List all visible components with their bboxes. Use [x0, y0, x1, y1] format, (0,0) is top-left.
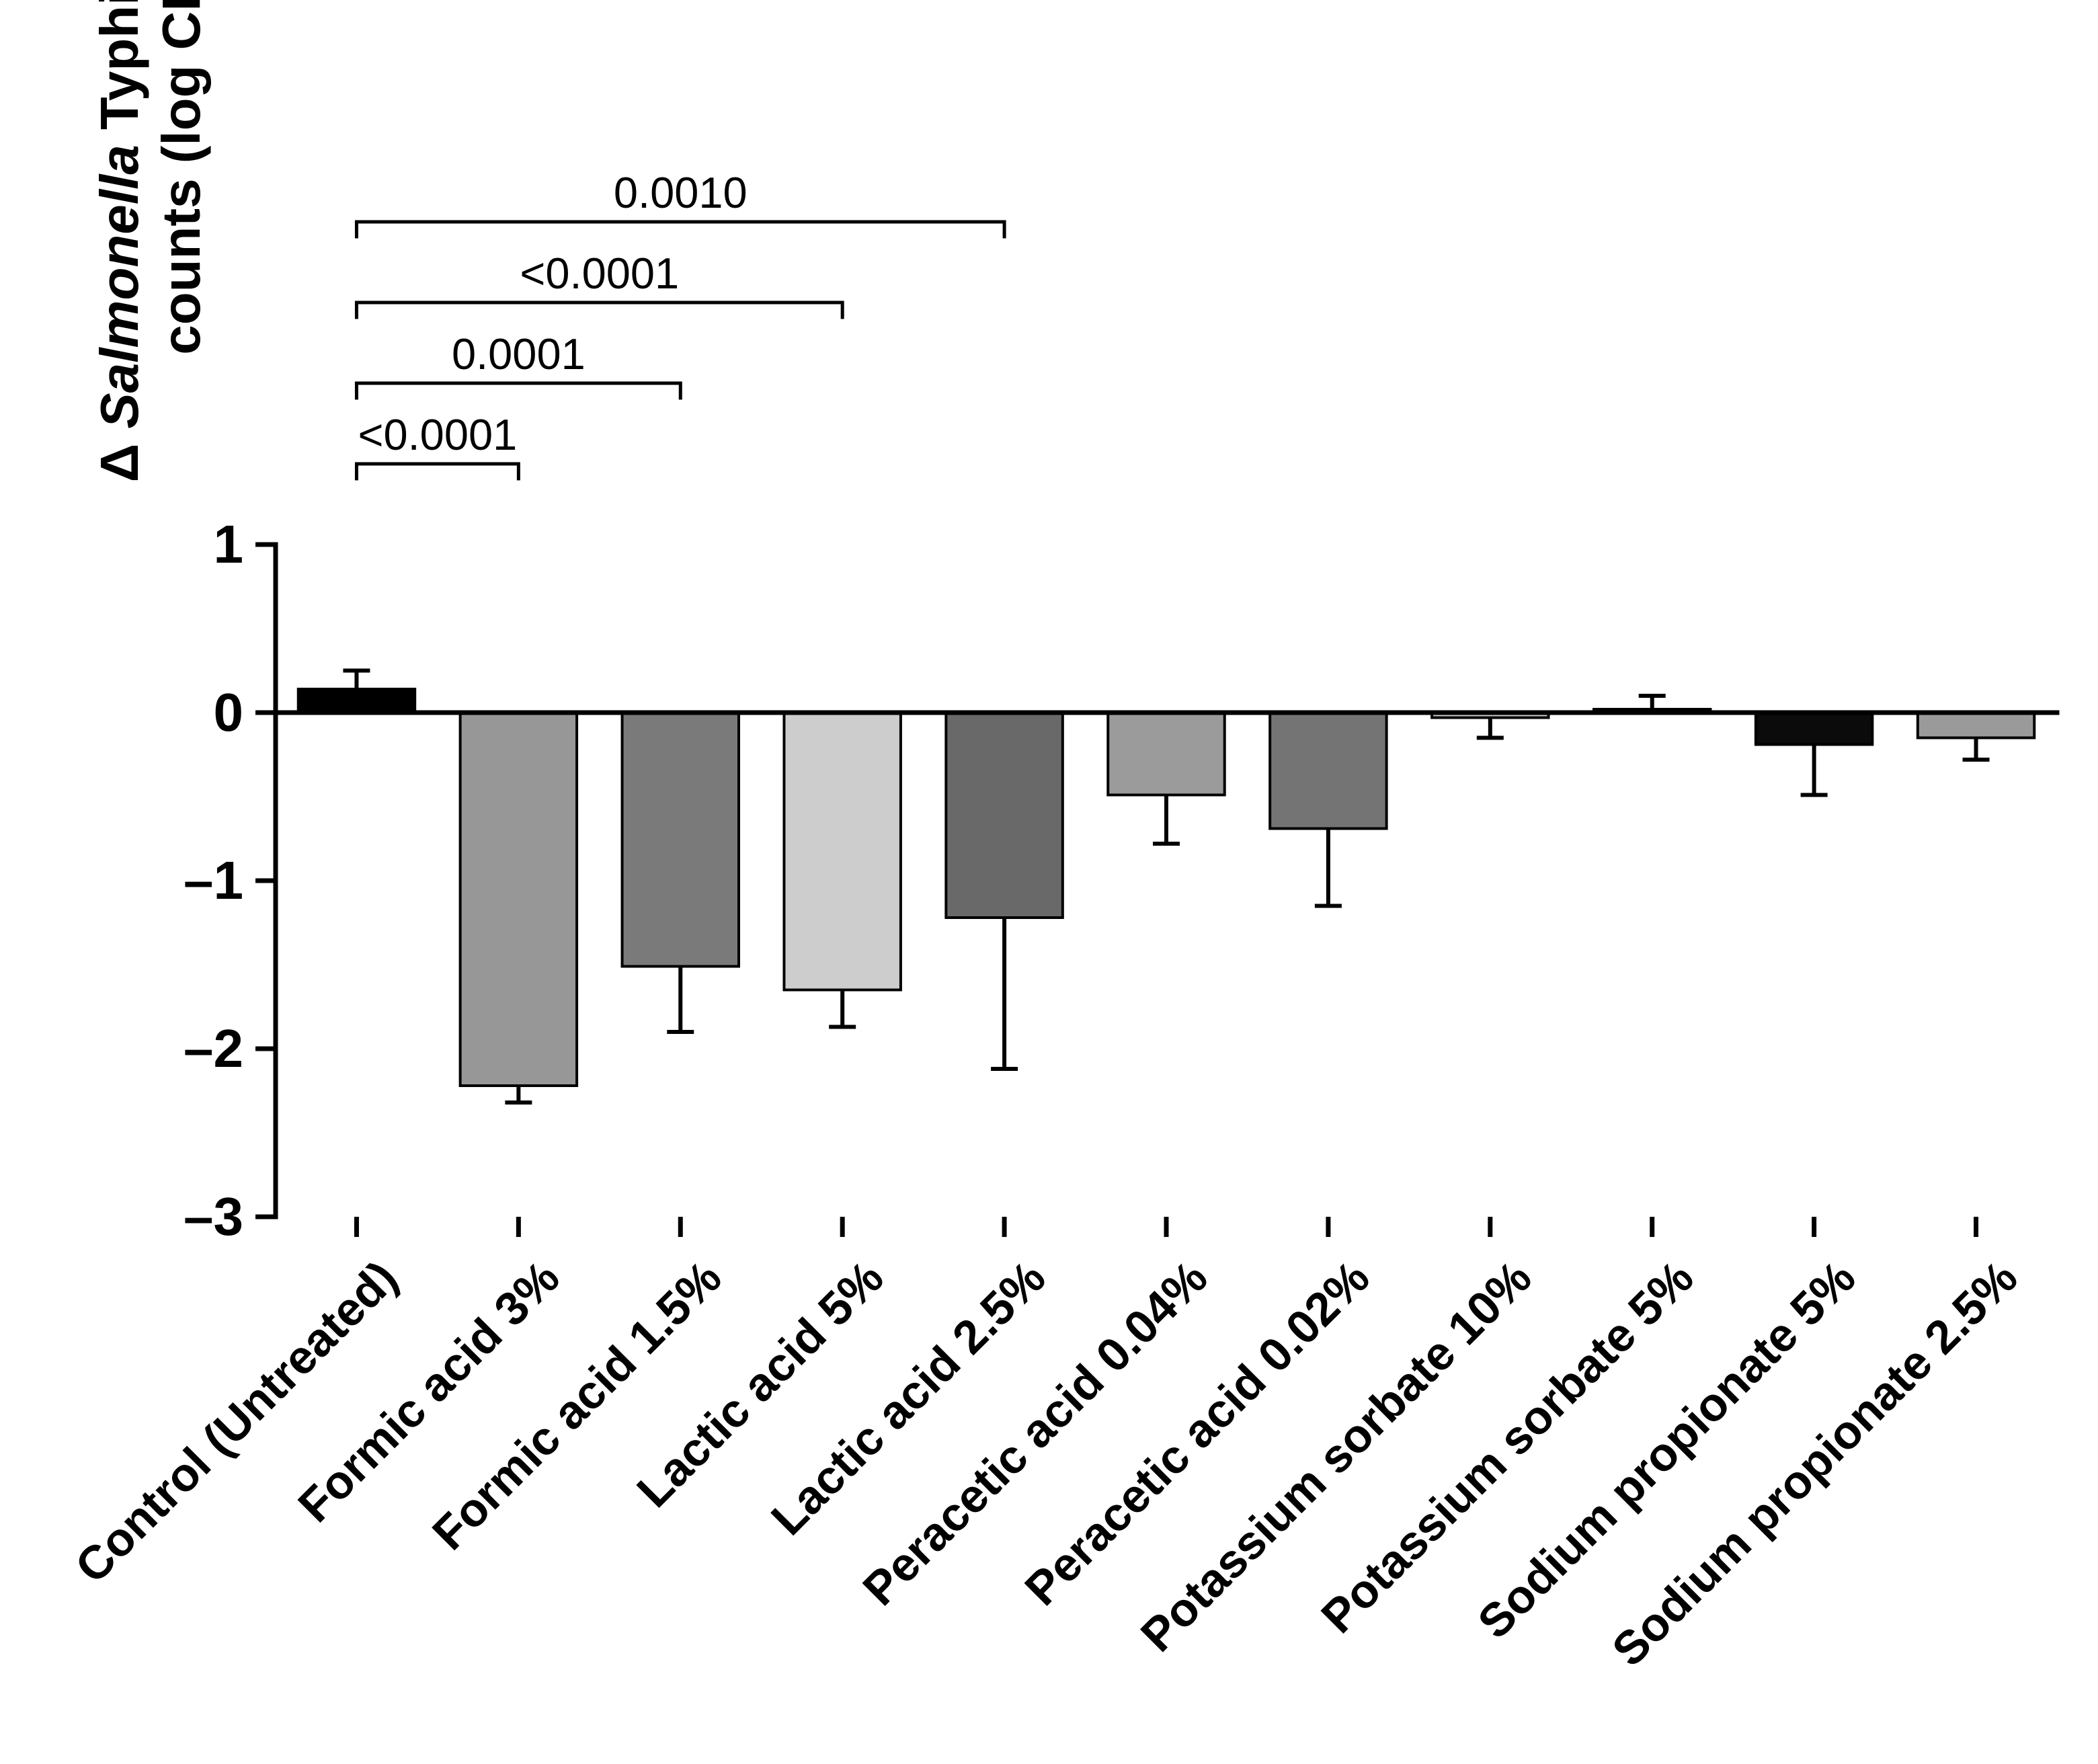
y-tick-label: –1 [184, 850, 243, 912]
ylabel-line1-italic: Salmonella [89, 145, 149, 428]
y-tick-label: 0 [214, 682, 244, 744]
ylabel-line1-prefix: Δ [89, 429, 149, 483]
y-tick-label: 1 [214, 514, 244, 575]
ylabel-line2: counts (log CFU/g) [151, 0, 211, 355]
bar-chart-figure: Δ Salmonella Typhimurium cellcounts (log… [0, 0, 2098, 1614]
bar [1756, 713, 1872, 745]
bar [1918, 713, 2034, 738]
bar [784, 713, 900, 990]
significance-bracket [356, 303, 842, 317]
bar [460, 713, 577, 1086]
significance-label: 0.0010 [614, 167, 748, 218]
bar [622, 713, 739, 967]
ylabel-line1-suffix: Typhimurium cell [89, 0, 149, 145]
bar [946, 713, 1062, 918]
y-tick-label: –2 [184, 1018, 243, 1080]
significance-bracket [356, 222, 1004, 237]
bar [1108, 713, 1224, 795]
significance-bracket [356, 464, 518, 479]
significance-bracket [356, 383, 680, 398]
bar [1270, 713, 1386, 829]
significance-label: <0.0001 [358, 409, 518, 460]
y-tick-label: –3 [184, 1186, 243, 1248]
bar [298, 689, 415, 713]
significance-label: 0.0001 [452, 329, 586, 379]
significance-label: <0.0001 [520, 248, 679, 298]
